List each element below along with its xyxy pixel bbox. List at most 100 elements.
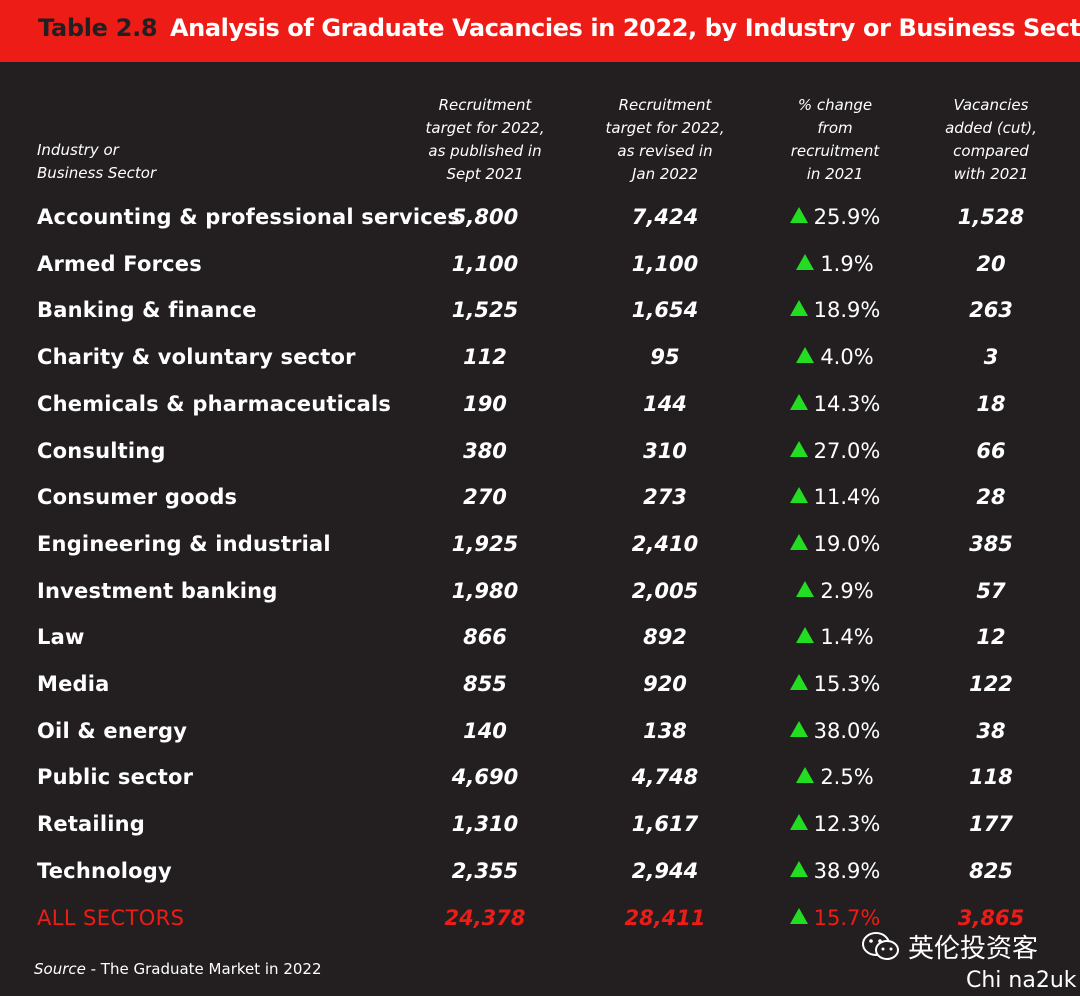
up-triangle-icon (789, 533, 808, 550)
percent-change: 2.5% (820, 765, 874, 790)
published-target: 1,100 (451, 251, 519, 276)
up-triangle-icon (796, 253, 815, 270)
vacancies-added: 263 (969, 298, 1013, 323)
up-triangle-icon (789, 440, 808, 457)
table-row: Engineering & industrial 1,925 2,410 19.0% 3… (0, 529, 1080, 576)
source-label: Source (34, 960, 86, 978)
percent-change: 15.7% (813, 905, 881, 930)
sector-name: ALL SECTORS (37, 905, 185, 930)
revised-target: 2,410 (631, 531, 699, 556)
percent-change: 2.9% (820, 578, 874, 603)
vacancies-added: 66 (976, 438, 1006, 463)
revised-target: 2,944 (631, 858, 699, 883)
published-target: 855 (463, 672, 507, 696)
title-bar: Table 2.8 Analysis of Graduate Vacancies… (0, 0, 1080, 62)
change-cell: 18.9% (760, 295, 910, 325)
table-number: Table 2.8 (38, 14, 158, 42)
table-row: Banking & finance 1,525 1,654 18.9% 263 (0, 295, 1080, 342)
up-triangle-icon (796, 347, 815, 364)
percent-change: 12.3% (813, 812, 881, 837)
header-published: Recruitment target for 2022, as publishe… (425, 96, 545, 183)
revised-target: 892 (643, 625, 687, 650)
sector-name: Chemicals & pharmaceuticals (37, 391, 392, 416)
change-cell: 19.0% (760, 529, 910, 559)
vacancies-added: 57 (976, 578, 1006, 603)
percent-change: 25.9% (813, 205, 881, 229)
percent-change: 38.0% (813, 718, 881, 743)
table-row: Chemicals & pharmaceuticals 190 144 14.3% 18 (0, 389, 1080, 436)
header-added: Vacancies added (cut), compared with 202… (945, 96, 1037, 183)
total-row: ALL SECTORS 24,378 28,411 15.7% 3,865 (0, 903, 1080, 950)
revised-target: 1,100 (631, 251, 699, 276)
published-target: 1,525 (451, 298, 519, 323)
change-cell: 4.0% (760, 342, 910, 372)
published-target: 190 (463, 391, 507, 416)
revised-target: 28,411 (624, 905, 706, 930)
change-cell: 1.4% (760, 622, 910, 652)
table-row: Media 855 920 15.3% 122 (0, 669, 1080, 716)
sector-name: Engineering & industrial (37, 531, 331, 556)
sector-name: Accounting & professional services (37, 205, 461, 229)
sector-name: Law (37, 625, 85, 650)
change-cell: 12.3% (760, 809, 910, 839)
published-target: 270 (463, 485, 507, 510)
vacancies-added: 38 (976, 718, 1006, 743)
table-row: Oil & energy 140 138 38.0% 38 (0, 716, 1080, 763)
published-target: 24,378 (444, 905, 526, 930)
vacancies-added: 3,865 (957, 905, 1025, 930)
sector-name: Retailing (37, 812, 145, 837)
vacancies-added: 122 (969, 672, 1013, 696)
percent-change: 14.3% (813, 391, 881, 416)
percent-change: 19.0% (813, 531, 881, 556)
vacancies-added: 1,528 (957, 205, 1025, 229)
change-cell: 25.9% (760, 202, 910, 232)
revised-target: 2,005 (631, 578, 699, 603)
vacancies-added: 20 (976, 251, 1006, 276)
percent-change: 38.9% (813, 858, 881, 883)
sector-name: Consumer goods (37, 485, 238, 510)
table-row: Law 866 892 1.4% 12 (0, 622, 1080, 669)
change-cell: 27.0% (760, 436, 910, 466)
sector-name: Public sector (37, 765, 194, 790)
revised-target: 7,424 (631, 205, 699, 229)
table-row: Public sector 4,690 4,748 2.5% 118 (0, 762, 1080, 809)
table-row: Consumer goods 270 273 11.4% 28 (0, 482, 1080, 529)
published-target: 1,980 (451, 578, 519, 603)
watermark-text: 英伦投资客 (908, 934, 1039, 964)
published-target: 140 (463, 718, 507, 743)
table-row: Accounting & professional services 5,800 7… (0, 202, 1080, 249)
sector-name: Armed Forces (37, 251, 202, 276)
up-triangle-icon (789, 720, 808, 737)
percent-change: 11.4% (813, 485, 881, 510)
revised-target: 138 (643, 718, 687, 743)
change-cell: 38.9% (760, 856, 910, 886)
table-row: Technology 2,355 2,944 38.9% 825 (0, 856, 1080, 903)
revised-target: 920 (643, 672, 687, 696)
published-target: 380 (463, 438, 507, 463)
revised-target: 1,617 (631, 812, 699, 837)
change-cell: 15.3% (760, 669, 910, 699)
source-text: - The Graduate Market in 2022 (85, 960, 322, 978)
revised-target: 95 (650, 345, 680, 370)
sector-name: Oil & energy (37, 718, 188, 743)
up-triangle-icon (789, 860, 808, 877)
percent-change: 1.9% (820, 251, 874, 276)
up-triangle-icon (789, 393, 808, 410)
change-cell: 15.7% (760, 903, 910, 933)
percent-change: 15.3% (813, 672, 881, 696)
published-target: 866 (463, 625, 507, 650)
vacancies-added: 12 (976, 625, 1006, 650)
revised-target: 1,654 (631, 298, 699, 323)
published-target: 1,925 (451, 531, 519, 556)
up-triangle-icon (789, 907, 808, 924)
up-triangle-icon (789, 674, 808, 690)
published-target: 2,355 (451, 858, 519, 883)
sector-name: Technology (37, 858, 172, 883)
vacancies-added: 177 (969, 812, 1013, 837)
percent-change: 4.0% (820, 345, 874, 370)
change-cell: 11.4% (760, 482, 910, 512)
up-triangle-icon (796, 627, 815, 644)
sector-name: Charity & voluntary sector (37, 345, 356, 370)
table-row: Investment banking 1,980 2,005 2.9% 57 (0, 576, 1080, 623)
up-triangle-icon (796, 767, 815, 784)
